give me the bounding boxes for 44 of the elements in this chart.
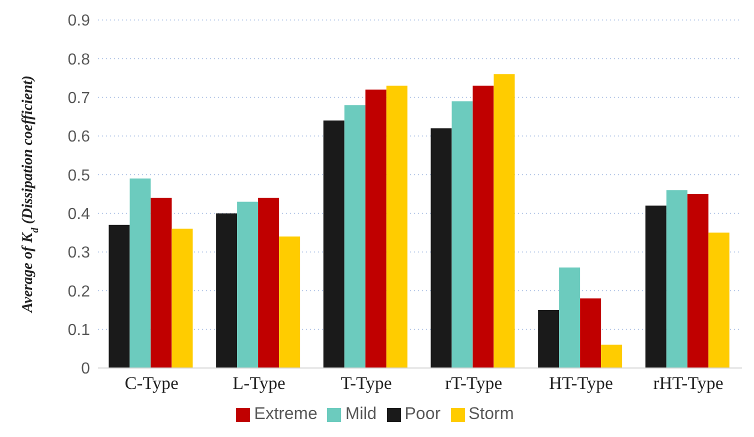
bar — [494, 74, 515, 368]
bar — [108, 224, 130, 368]
bar — [708, 232, 730, 368]
legend-label: Storm — [468, 404, 514, 423]
x-tick-label: HT-Type — [548, 372, 614, 393]
bar — [216, 213, 238, 368]
legend-label: Mild — [345, 404, 377, 423]
bar — [323, 120, 344, 368]
y-tick-label: 0.2 — [68, 283, 90, 300]
x-tick-label: rHT-Type — [653, 372, 724, 393]
x-tick-label: L-Type — [232, 372, 286, 393]
bar — [559, 267, 580, 368]
bar — [258, 198, 280, 368]
y-tick-label: 0.4 — [68, 206, 90, 224]
bar — [365, 90, 386, 368]
bar — [130, 178, 151, 368]
bar — [580, 298, 602, 368]
bar — [452, 101, 473, 368]
legend-label: Extreme — [254, 404, 318, 423]
y-tick-label: 0.5 — [68, 167, 90, 184]
y-tick-label: 0.9 — [68, 12, 90, 30]
bar — [645, 206, 666, 368]
y-tick-label: 0.6 — [68, 128, 90, 146]
bar — [172, 228, 193, 368]
bar — [150, 198, 172, 368]
bar — [386, 86, 408, 368]
bar — [279, 236, 300, 368]
legend-label: Poor — [404, 404, 441, 423]
y-tick-label: 0.1 — [68, 322, 90, 340]
bar — [430, 128, 452, 368]
bar — [237, 202, 258, 368]
bar — [538, 310, 560, 368]
y-tick-label: 0.7 — [68, 90, 90, 108]
bar — [344, 105, 366, 368]
x-tick-label: C-Type — [124, 372, 179, 393]
y-tick-label: 0.8 — [68, 51, 90, 68]
y-tick-label: 0 — [81, 360, 90, 378]
x-tick-label: rT-Type — [445, 372, 502, 393]
bar — [601, 344, 622, 368]
bar — [687, 194, 708, 368]
y-tick-label: 0.3 — [68, 244, 90, 262]
bar — [472, 86, 494, 368]
bar — [666, 190, 688, 368]
x-tick-label: T-Type — [340, 372, 392, 393]
